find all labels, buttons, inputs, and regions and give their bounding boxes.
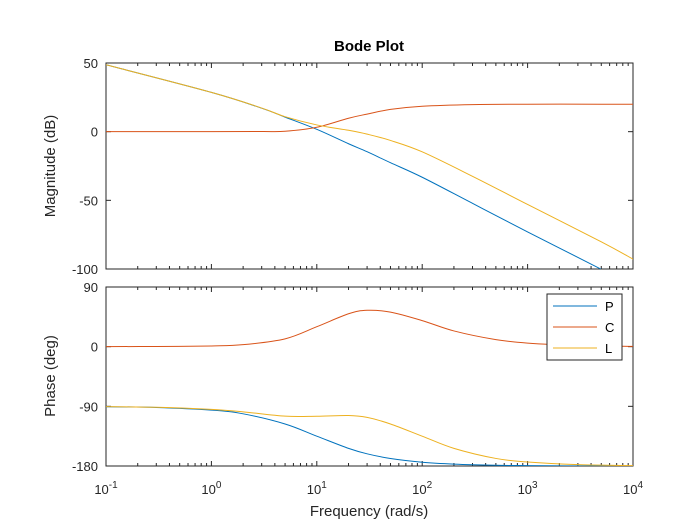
x-tick-labels: 10-1 100 101 102 103 104: [94, 480, 643, 497]
y-tick-label: -100: [72, 262, 98, 277]
y-tick-label: -180: [72, 459, 98, 474]
series-line-c-phase: [106, 309, 633, 348]
y-tick-label: 0: [91, 340, 98, 355]
phase-y-axis-label: Phase (deg): [42, 335, 59, 417]
legend-label-c: C: [605, 320, 614, 335]
phase-series: [106, 309, 633, 466]
legend-label-p: P: [605, 299, 614, 314]
x-axis-label: Frequency (rad/s): [310, 503, 428, 520]
x-tick-label: 100: [201, 480, 221, 497]
y-tick-label: 90: [84, 280, 98, 295]
x-tick-label: 102: [412, 480, 432, 497]
y-tick-label: 50: [84, 56, 98, 71]
y-tick-label: 0: [91, 125, 98, 140]
legend-label-l: L: [605, 341, 612, 356]
series-line-l-magnitude: [106, 64, 633, 260]
magnitude-ticks: [105, 62, 633, 270]
y-tick-label: -50: [79, 193, 98, 208]
phase-axes-frame: [105, 286, 634, 467]
magnitude-y-axis-label: Magnitude (dB): [42, 115, 59, 218]
series-line-l-phase: [106, 406, 633, 466]
x-tick-label: 104: [623, 480, 643, 497]
series-line-c-magnitude: [106, 103, 633, 133]
phase-y-tick-labels: 90 0 -90 -180: [72, 280, 98, 474]
y-tick-label: -90: [79, 399, 98, 414]
series-line-p-phase: [106, 406, 633, 466]
magnitude-axes-frame: [105, 62, 634, 270]
x-tick-label: 103: [518, 480, 538, 497]
phase-panel: 90 0 -90 -180 Phase (deg): [42, 280, 634, 474]
magnitude-y-tick-labels: 50 0 -50 -100: [72, 56, 98, 277]
legend: PCL: [546, 293, 623, 361]
magnitude-series: [106, 64, 633, 269]
magnitude-panel: 50 0 -50 -100 Magnitude (dB): [42, 56, 634, 277]
legend-entries: PCL: [553, 299, 614, 356]
chart-title: Bode Plot: [334, 38, 404, 55]
x-tick-label: 10-1: [94, 480, 118, 497]
x-tick-label: 101: [307, 480, 327, 497]
